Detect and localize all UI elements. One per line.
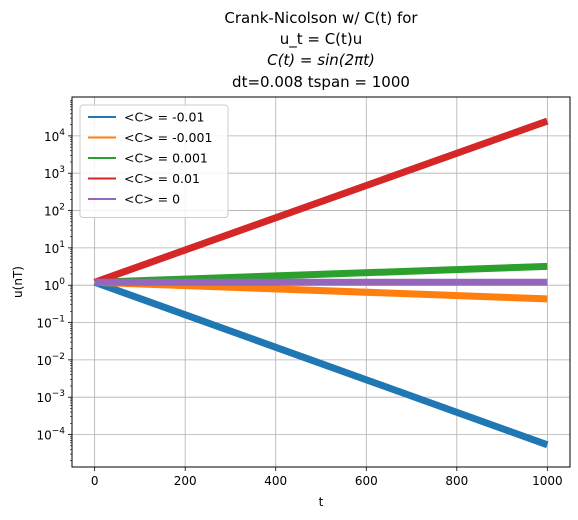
legend-label: <C> = 0.01 [124,171,200,186]
series-line-3 [93,117,549,286]
x-axis-label: t [319,495,324,509]
y-tick-base: 10 [44,242,59,256]
y-tick-label: 10−2 [36,352,65,368]
x-axis-ticks: 0 200 400 600 800 1000 [91,467,563,488]
legend-label: <C> = 0 [124,192,180,207]
legend-label: <C> = -0.01 [124,110,204,125]
y-tick-exponent: −3 [52,389,65,399]
y-tick-label: 10−3 [36,389,65,405]
y-tick-base: 10 [36,429,51,443]
y-tick-exponent: 2 [59,203,65,213]
chart-title-line: Crank-Nicolson w/ C(t) for [224,9,418,27]
y-tick-base: 10 [36,391,51,405]
y-tick-exponent: 1 [59,240,65,250]
y-tick-base: 10 [36,354,51,368]
x-tick-label: 0 [91,474,99,488]
y-tick-exponent: 0 [59,277,65,287]
y-tick-label: 10−4 [36,427,65,443]
x-tick-label: 1000 [532,474,563,488]
chart-title: Crank-Nicolson w/ C(t) for u_t = C(t)u C(t… [224,9,418,91]
y-tick-exponent: −4 [52,427,66,437]
y-tick-base: 10 [44,205,59,219]
chart-title-line: C(t) = sin(2πt) [267,51,375,69]
chart-title-line: dt=0.008 tspan = 1000 [232,73,410,91]
legend-label: <C> = 0.001 [124,151,208,166]
y-tick-base: 10 [44,167,59,181]
y-tick-label: 10−1 [36,315,65,331]
y-tick-exponent: 3 [59,165,65,175]
y-tick-base: 10 [44,279,59,293]
y-tick-base: 10 [36,317,51,331]
y-tick-exponent: 4 [59,128,65,138]
x-tick-label: 200 [174,474,197,488]
y-tick-label: 101 [44,240,65,256]
x-tick-label: 800 [445,474,468,488]
plot-frame [71,96,571,468]
x-tick-label: 400 [264,474,287,488]
y-tick-label: 104 [44,128,65,144]
y-tick-exponent: −1 [52,315,65,325]
y-tick-label: 102 [44,203,65,219]
y-tick-exponent: −2 [52,352,65,362]
x-tick-label: 600 [355,474,378,488]
chart-title-line: u_t = C(t)u [280,30,363,49]
y-tick-base: 10 [44,130,59,144]
legend: <C> = -0.01 <C> = -0.001 <C> = 0.001 <C> = … [79,104,229,218]
legend-box [79,104,229,218]
y-tick-label: 103 [44,165,65,181]
legend-label: <C> = -0.001 [124,130,212,145]
y-tick-label: 100 [44,277,65,293]
plot-series [93,117,549,449]
series-line-0 [93,278,549,449]
y-axis-label: u(nT) [11,266,25,298]
